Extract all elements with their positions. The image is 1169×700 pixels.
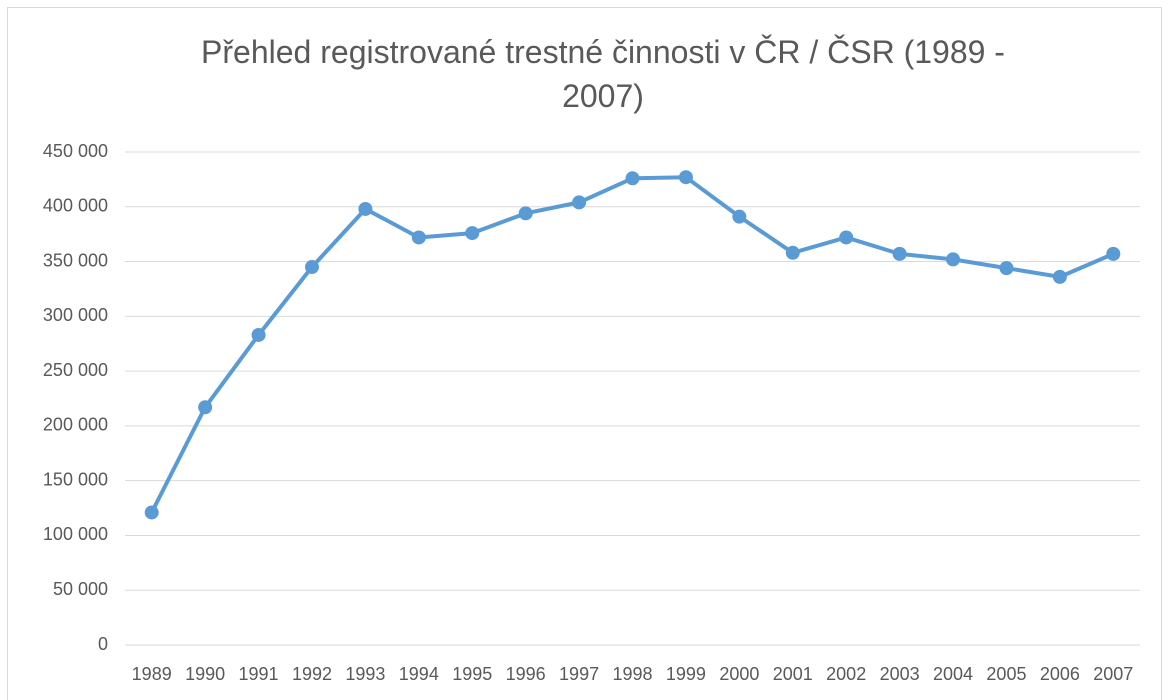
y-tick-label: 350 000 bbox=[43, 250, 108, 270]
y-tick-label: 250 000 bbox=[43, 360, 108, 380]
data-point bbox=[678, 170, 693, 185]
x-tick-label: 1999 bbox=[666, 664, 706, 684]
chart-title: Přehled registrované trestné činnosti v … bbox=[201, 34, 1005, 114]
data-point bbox=[732, 209, 747, 224]
y-tick-label: 200 000 bbox=[43, 415, 108, 435]
x-tick-label: 2004 bbox=[933, 664, 973, 684]
x-tick-label: 1995 bbox=[452, 664, 492, 684]
x-tick-label: 1997 bbox=[559, 664, 599, 684]
x-tick-label: 1990 bbox=[185, 664, 225, 684]
data-point bbox=[304, 260, 319, 275]
chart-border bbox=[7, 7, 1162, 700]
x-tick-label: 2002 bbox=[826, 664, 866, 684]
y-tick-label: 400 000 bbox=[43, 196, 108, 216]
data-point bbox=[785, 245, 800, 260]
x-tick-label: 1998 bbox=[612, 664, 652, 684]
data-point bbox=[358, 201, 373, 216]
x-tick-label: 2006 bbox=[1040, 664, 1080, 684]
data-point bbox=[892, 246, 907, 261]
data-point bbox=[1106, 246, 1121, 261]
x-tick-label: 2005 bbox=[986, 664, 1026, 684]
y-tick-label: 100 000 bbox=[43, 524, 108, 544]
data-point bbox=[411, 230, 426, 245]
data-point bbox=[518, 206, 533, 221]
x-tick-label: 1996 bbox=[506, 664, 546, 684]
data-point bbox=[144, 505, 159, 520]
data-point bbox=[999, 261, 1014, 276]
data-point bbox=[198, 400, 213, 415]
data-point bbox=[839, 230, 854, 245]
y-tick-label: 150 000 bbox=[43, 469, 108, 489]
x-tick-label: 2000 bbox=[719, 664, 759, 684]
x-tick-label: 2003 bbox=[880, 664, 920, 684]
y-tick-label: 0 bbox=[98, 634, 108, 654]
data-point bbox=[1052, 269, 1067, 284]
x-tick-label: 1994 bbox=[399, 664, 439, 684]
x-tick-label: 2007 bbox=[1093, 664, 1133, 684]
y-tick-label: 50 000 bbox=[53, 579, 108, 599]
data-point bbox=[572, 195, 587, 210]
y-tick-label: 300 000 bbox=[43, 305, 108, 325]
x-tick-label: 1992 bbox=[292, 664, 332, 684]
data-point bbox=[625, 171, 640, 186]
x-tick-label: 1991 bbox=[239, 664, 279, 684]
y-tick-label: 450 000 bbox=[43, 141, 108, 161]
x-tick-label: 2001 bbox=[773, 664, 813, 684]
x-tick-label: 1993 bbox=[345, 664, 385, 684]
data-point bbox=[465, 226, 480, 241]
data-point bbox=[946, 252, 961, 267]
x-tick-label: 1989 bbox=[132, 664, 172, 684]
data-point bbox=[251, 327, 266, 342]
data-line bbox=[149, 175, 1115, 514]
